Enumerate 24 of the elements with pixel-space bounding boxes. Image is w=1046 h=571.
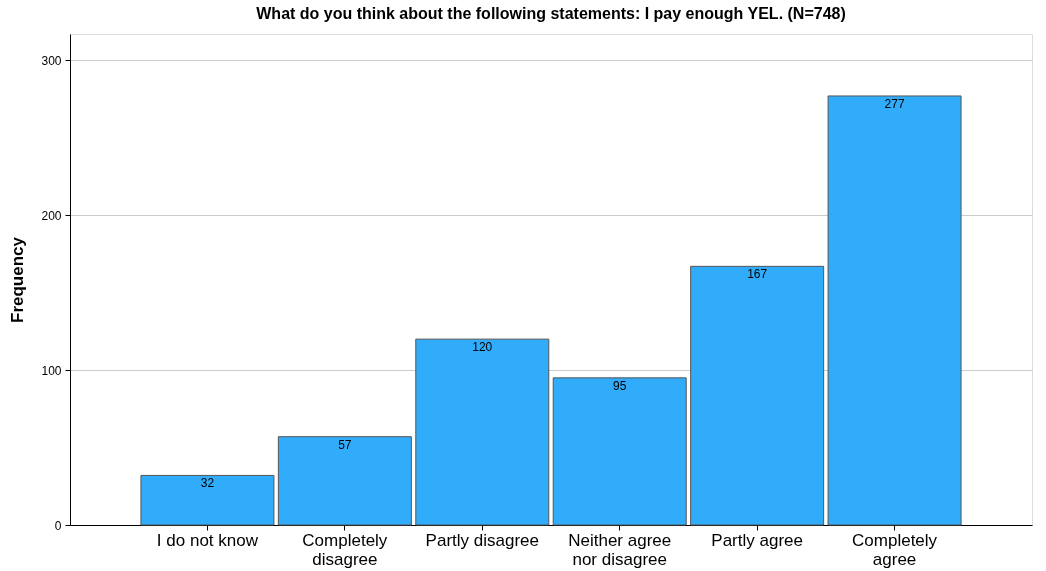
- y-axis-title: Frequency: [8, 236, 28, 323]
- y-tick-label: 200: [41, 208, 62, 223]
- y-tick-label: 100: [41, 363, 62, 378]
- chart-title: What do you think about the following statements: I pay enough YEL. (N=748): [256, 5, 846, 22]
- y-tick-label: 300: [41, 53, 62, 68]
- x-tick-label: Partly disagree: [425, 530, 539, 550]
- data-label: 57: [338, 437, 352, 452]
- x-tick-label: Completely agree: [852, 530, 938, 569]
- y-tick-label: 0: [54, 518, 62, 533]
- data-label: 95: [613, 378, 627, 393]
- x-tick-label: Completely disagree: [302, 530, 388, 569]
- bar: [690, 265, 825, 526]
- bar: [827, 95, 962, 526]
- data-label: 32: [200, 476, 215, 491]
- bar: [415, 338, 550, 526]
- bar: [277, 436, 412, 526]
- data-label: 120: [472, 340, 493, 355]
- bar: [140, 474, 275, 526]
- x-tick-label: Neither agree nor disagree: [568, 530, 672, 569]
- x-tick-label: I do not know: [156, 530, 259, 550]
- data-label: 277: [884, 96, 905, 111]
- x-tick-label: Partly agree: [711, 530, 803, 550]
- data-label: 167: [747, 267, 768, 282]
- bar: [552, 377, 687, 526]
